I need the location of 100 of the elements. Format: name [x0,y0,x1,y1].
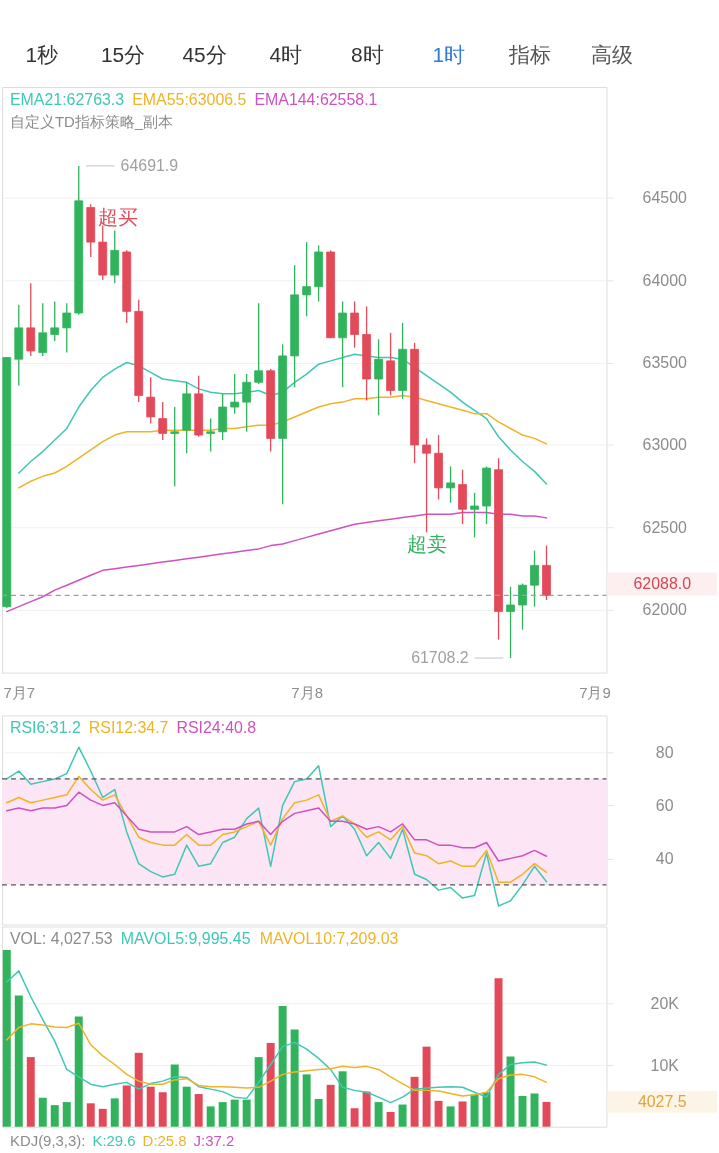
x-tick-label: 7月7 [3,684,36,701]
y-tick-label: 63500 [642,353,688,371]
text: 4027.5 [637,1092,687,1110]
bar [530,1093,539,1127]
bar [446,1106,455,1127]
y-tick-label: 64500 [642,189,688,207]
bar [158,1092,167,1127]
candlestick [206,417,216,453]
candlestick [38,302,48,357]
bar [314,1099,323,1127]
candlestick [422,437,431,534]
ref-line-label: 62088.0 [633,574,692,592]
text: 8时 [351,42,384,66]
text: D:25.8 [142,1132,187,1150]
y-tick-label: 60 [655,796,674,814]
candlestick [50,300,60,342]
candlestick [518,582,527,631]
y-tick-label: 40 [655,849,674,867]
line-series [6,1022,548,1097]
candlestick [170,406,180,487]
bar [362,1091,371,1127]
bar [326,1084,335,1127]
y-tick-label: 80 [655,743,674,761]
text: RSI24:40.8 [176,719,257,737]
bar [266,1042,275,1127]
bar [2,949,11,1127]
bar [302,1074,311,1127]
y-tick-label: 10K [650,1056,680,1074]
line-series [6,511,548,613]
x-tick-label: 7月9 [579,684,611,701]
text: 15分 [100,42,146,66]
candlestick [446,465,455,504]
text: 45分 [182,42,227,66]
bar [38,1097,47,1127]
candlestick [26,282,36,357]
text: 1秒 [25,42,59,66]
bar [146,1086,155,1127]
bar [194,1094,203,1127]
bar [422,1046,431,1127]
annotation: 超卖 [406,533,447,556]
candlestick [302,241,312,317]
bar [458,1101,467,1127]
text: 4时 [269,42,303,66]
bar [74,1016,83,1127]
bar [62,1102,71,1127]
bar [170,1064,179,1127]
text: 指标 [508,42,552,66]
text: 1时 [432,42,466,66]
chart-title: VOL: 4,027.53 [9,930,113,948]
x-tick-label: 7月8 [291,684,323,701]
line-series [18,394,548,489]
bar [350,1108,359,1127]
text: KDJ(9,3,3): [9,1132,86,1150]
bar [134,1052,143,1127]
bar [434,1100,443,1127]
bar [386,1111,395,1127]
text: EMA144:62558.1 [254,90,378,108]
bar [494,978,503,1127]
bar [110,1098,119,1127]
y-tick-label: 64000 [642,271,688,289]
bar [290,1029,299,1127]
line-series [6,746,548,907]
candlestick [470,492,479,538]
candlestick [242,373,252,433]
bar [206,1106,215,1127]
candlestick [230,373,240,415]
candlestick [254,302,264,385]
text: MAVOL5:9,995.45 [120,930,251,948]
bar [182,1086,191,1127]
bar [218,1102,227,1127]
line-series [6,970,548,1104]
bar [410,1076,419,1127]
bar [506,1056,515,1127]
bar [242,1099,251,1127]
bar [50,1105,59,1127]
text: MAVOL10:7,209.03 [259,930,399,948]
series-label: RSI6:31.2 [9,719,81,737]
bar [86,1103,95,1127]
y-tick-label: 62500 [642,518,688,536]
bar [278,1006,287,1127]
text: RSI12:34.7 [88,719,169,737]
candlestick [146,376,156,425]
annotation: 64691.9 [120,156,179,174]
candlestick [158,401,168,441]
text: 自定义TD指标策略_副本 [9,112,174,130]
bar [14,995,23,1127]
bar [398,1104,407,1127]
bar [26,1057,35,1127]
bar [98,1108,107,1127]
text: EMA55:63006.5 [132,90,247,108]
annotation: 61708.2 [411,649,469,667]
candlestick [350,300,359,349]
bar [374,1102,383,1127]
text: J:37.2 [193,1132,235,1150]
text: 高级 [590,42,633,66]
bar [470,1094,479,1127]
y-tick-label: 20K [650,995,680,1013]
candlestick [506,586,515,659]
y-tick-label: 62000 [642,601,688,619]
bar [254,1057,263,1127]
